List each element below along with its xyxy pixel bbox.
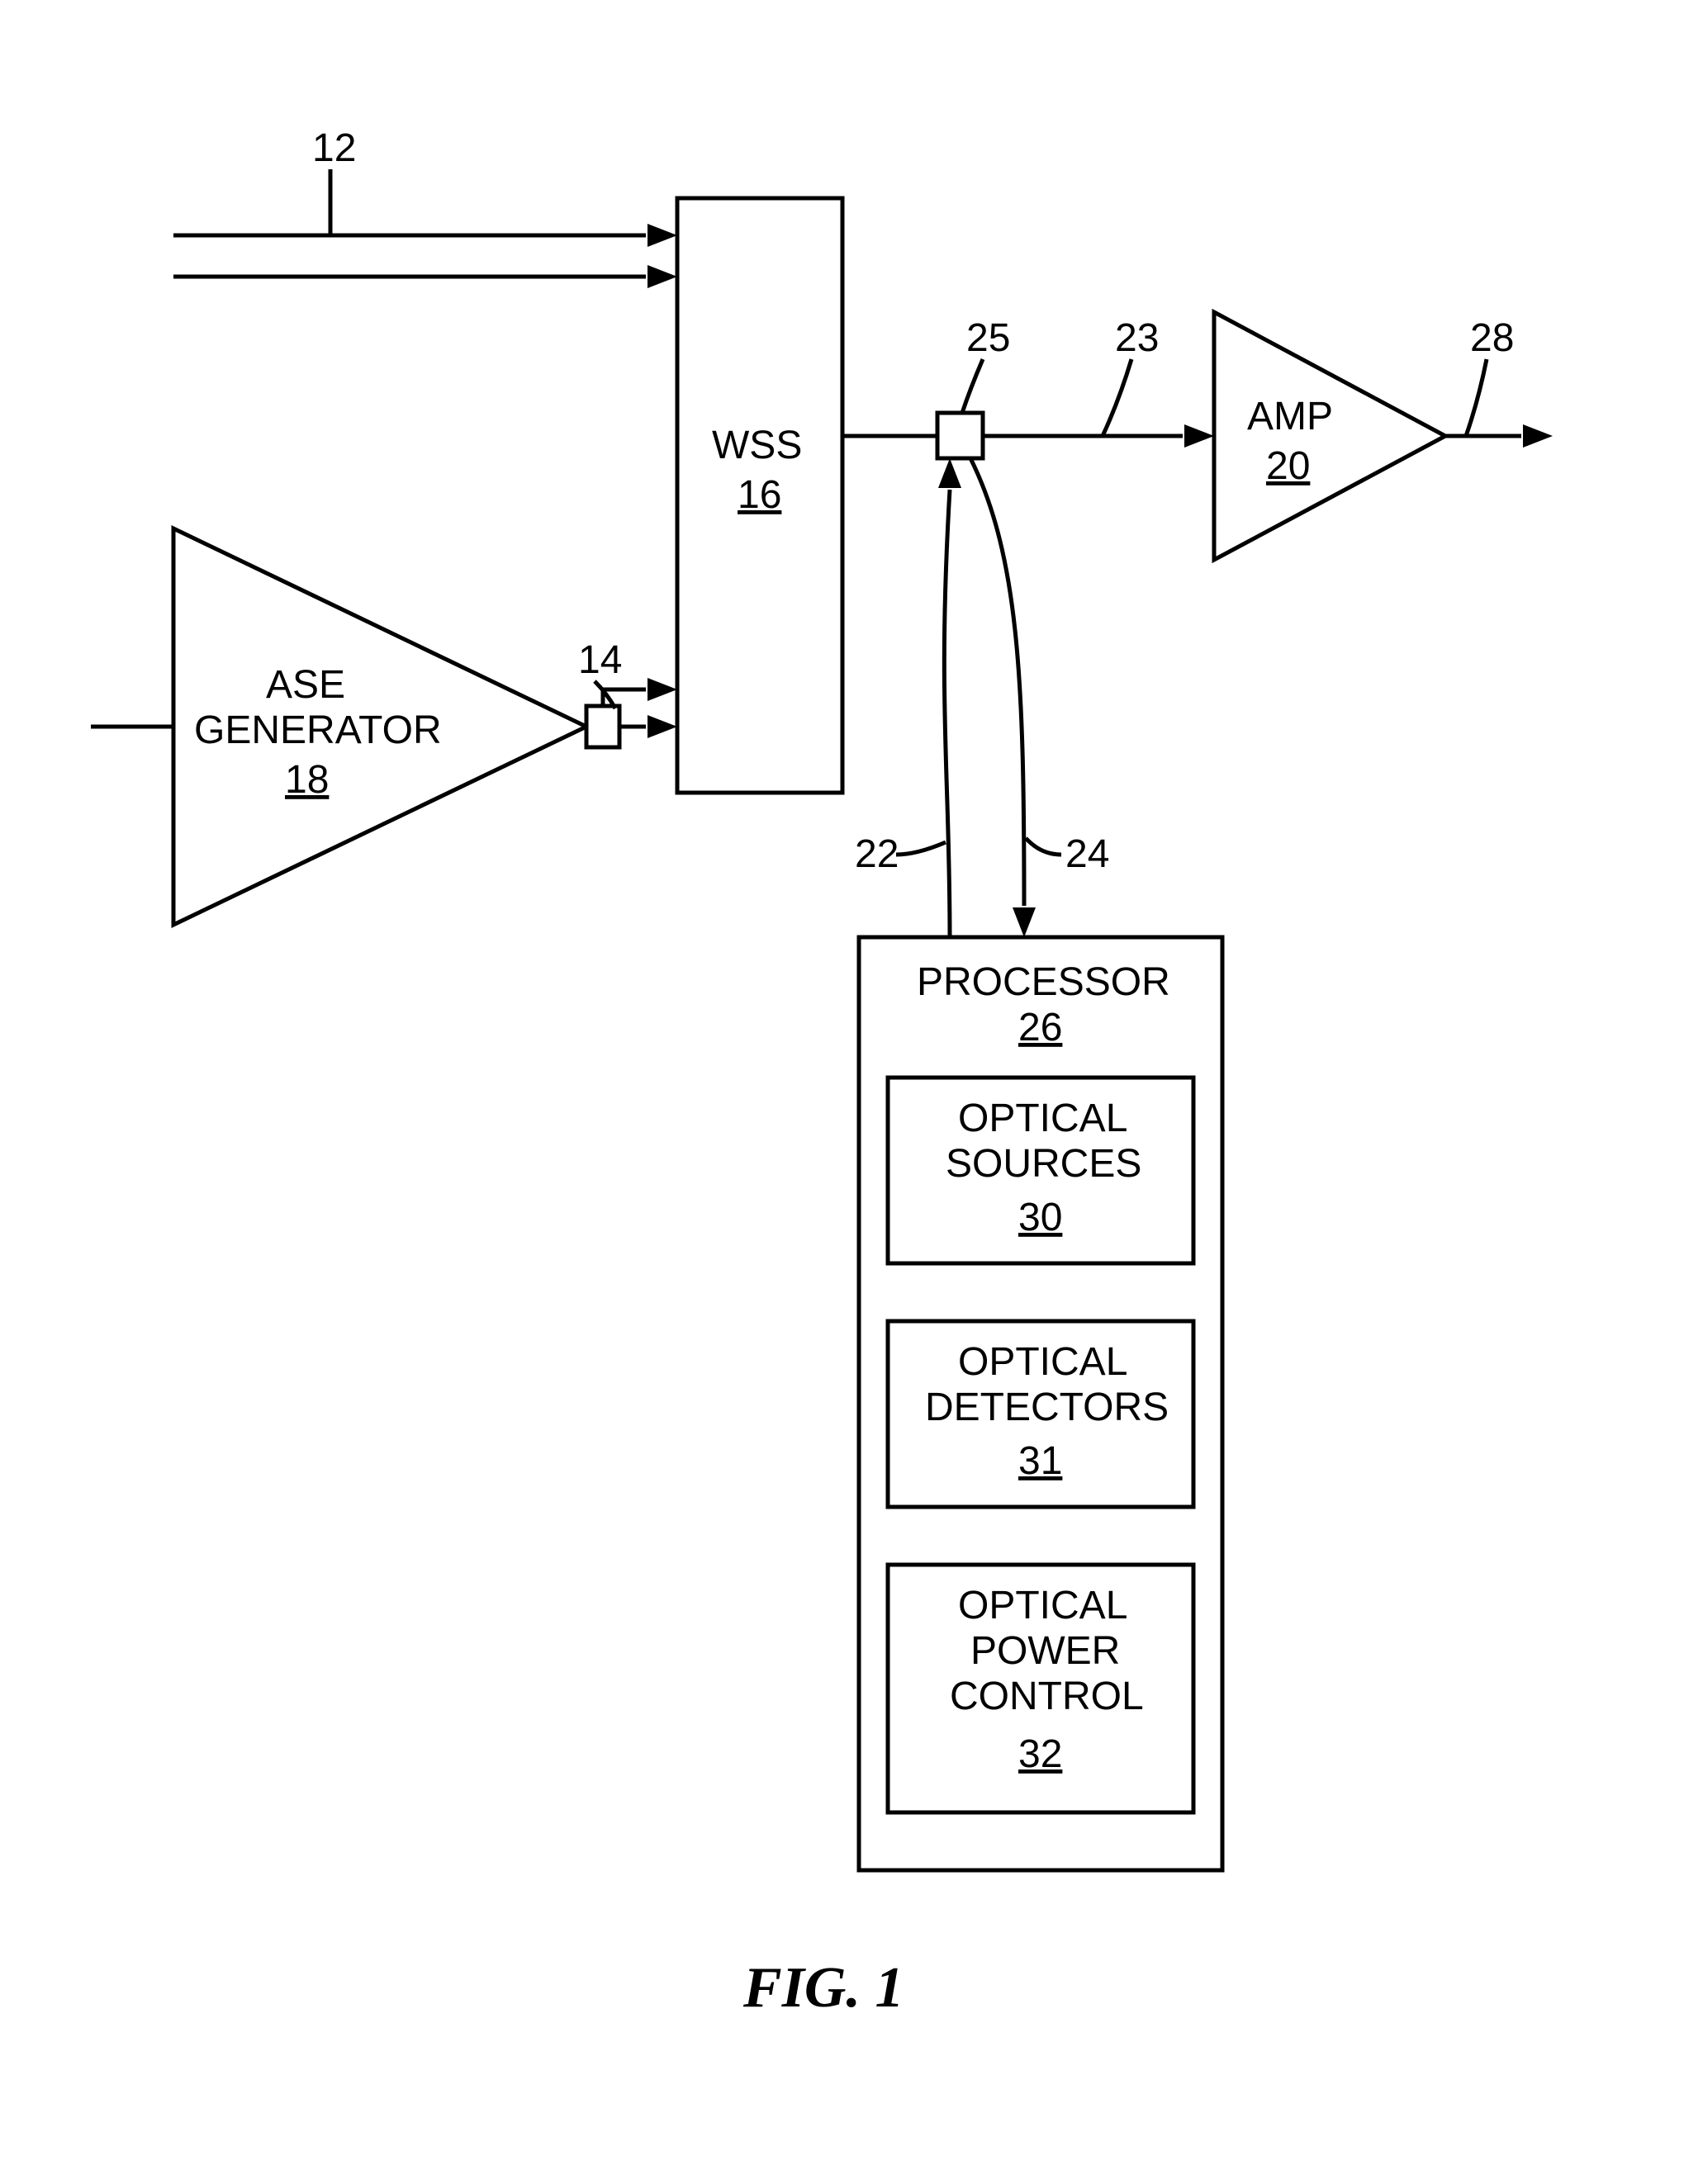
leader-l24 (1026, 838, 1061, 855)
path-24 (970, 458, 1024, 906)
svg-text:22: 22 (855, 832, 899, 876)
svg-text:PROCESSOR: PROCESSOR (917, 960, 1170, 1004)
svg-text:SOURCES: SOURCES (946, 1142, 1141, 1186)
svg-text:28: 28 (1470, 316, 1514, 360)
svg-text:16: 16 (738, 473, 781, 517)
svg-text:24: 24 (1065, 832, 1109, 876)
svg-text:OPTICAL: OPTICAL (958, 1340, 1127, 1384)
leader-l25 (962, 359, 983, 413)
svg-text:WSS: WSS (712, 424, 802, 467)
svg-text:DETECTORS: DETECTORS (925, 1386, 1169, 1429)
svg-text:OPTICAL: OPTICAL (958, 1097, 1127, 1140)
figure-caption: FIG. 1 (742, 1956, 904, 2020)
svg-text:GENERATOR: GENERATOR (194, 708, 442, 752)
tap-14 (586, 706, 619, 747)
svg-text:OPTICAL: OPTICAL (958, 1584, 1127, 1627)
svg-text:32: 32 (1018, 1732, 1062, 1776)
svg-text:ASE: ASE (266, 663, 345, 707)
svg-text:CONTROL: CONTROL (950, 1675, 1144, 1718)
svg-text:AMP: AMP (1247, 395, 1333, 438)
path-22 (944, 490, 950, 937)
svg-text:14: 14 (578, 638, 622, 682)
svg-text:30: 30 (1018, 1196, 1062, 1239)
svg-text:20: 20 (1266, 444, 1310, 488)
svg-text:23: 23 (1115, 316, 1159, 360)
leader-l23 (1103, 359, 1131, 436)
svg-text:POWER: POWER (970, 1629, 1120, 1673)
leader-l22 (896, 842, 946, 855)
svg-text:18: 18 (285, 758, 329, 802)
svg-text:25: 25 (966, 316, 1010, 360)
coupler-25 (937, 413, 983, 458)
svg-text:12: 12 (312, 126, 356, 170)
svg-text:26: 26 (1018, 1006, 1062, 1049)
leader-l28 (1466, 359, 1487, 436)
svg-text:31: 31 (1018, 1439, 1062, 1483)
